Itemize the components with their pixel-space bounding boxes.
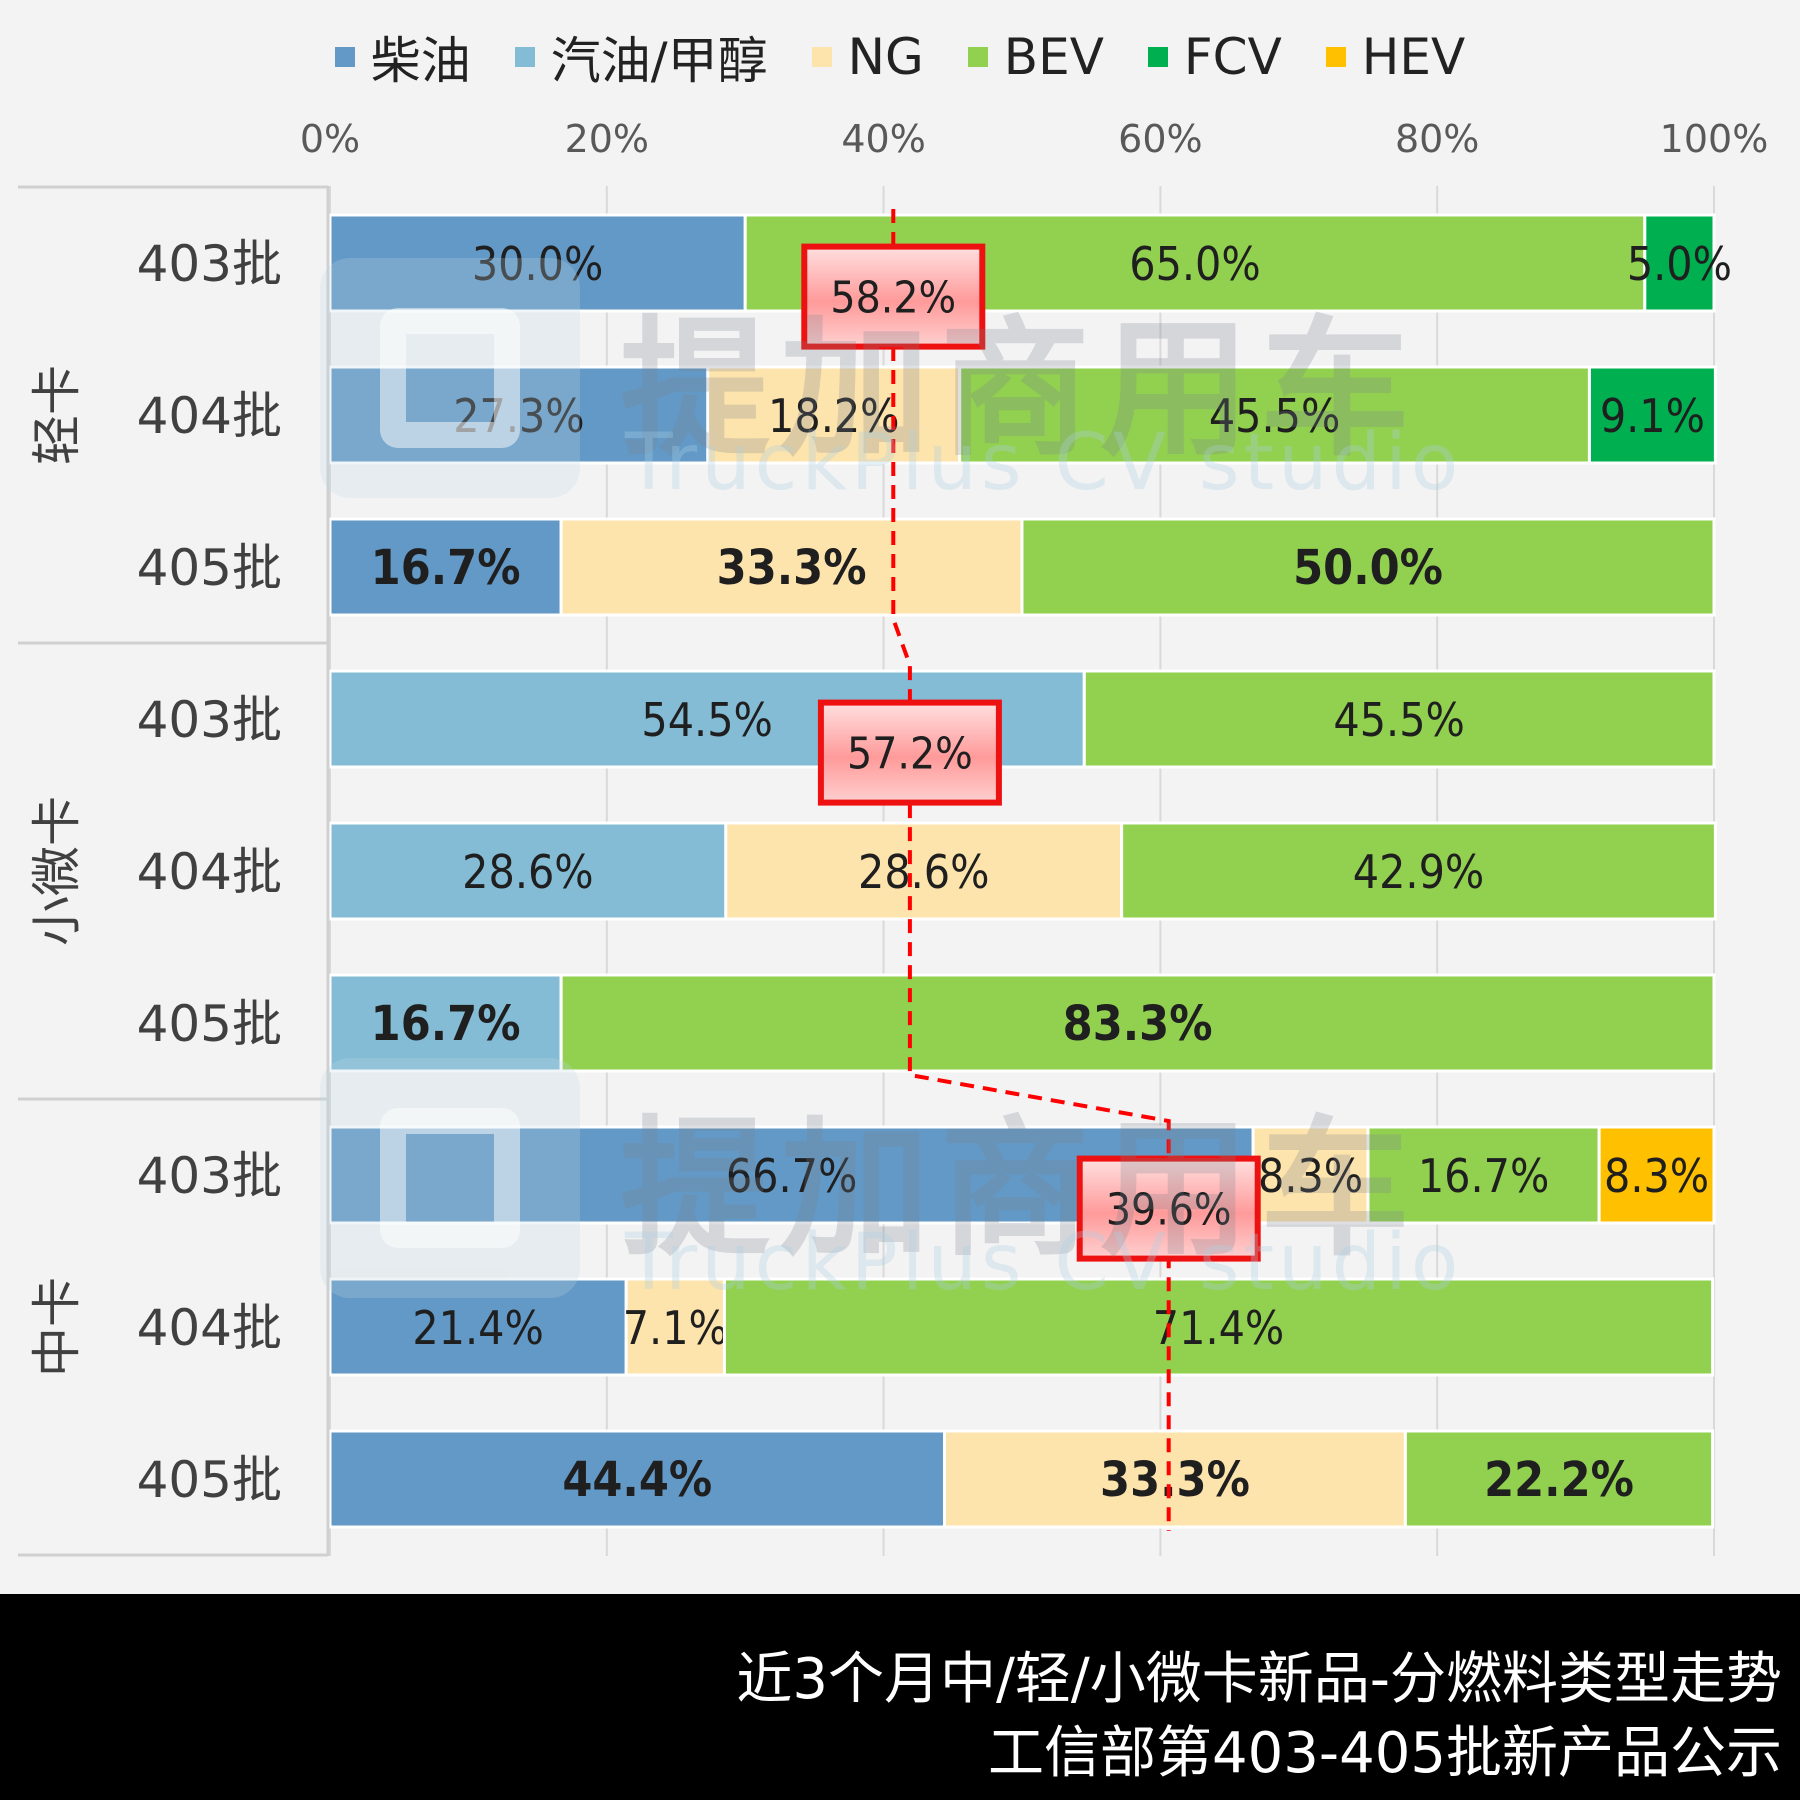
annotation-box bbox=[801, 243, 986, 350]
legend-label: 柴油 bbox=[370, 32, 471, 90]
legend-swatch bbox=[1147, 47, 1168, 67]
bar-segment bbox=[1082, 669, 1716, 769]
group-label: 轻卡 bbox=[28, 365, 86, 465]
legend-item: BEV bbox=[967, 28, 1104, 86]
legend-item: HEV bbox=[1325, 28, 1466, 86]
row-label: 404批 bbox=[137, 843, 282, 901]
legend-label: FCV bbox=[1183, 28, 1282, 86]
row-label: 405批 bbox=[137, 539, 282, 597]
bar-segment bbox=[1643, 213, 1716, 313]
bar-segment bbox=[706, 365, 962, 465]
bar-segment bbox=[1120, 821, 1717, 921]
bar-segment bbox=[1251, 1125, 1370, 1225]
bar-segment bbox=[958, 365, 1591, 465]
bar-segment bbox=[328, 213, 747, 313]
annotation-label: 57.2% bbox=[847, 729, 973, 780]
bar-segment bbox=[722, 1277, 1715, 1377]
row-label: 404批 bbox=[137, 1299, 282, 1357]
row-label: 404批 bbox=[137, 387, 282, 445]
bar-data-label: 33.3% bbox=[1100, 1452, 1250, 1508]
row-label: 405批 bbox=[137, 1451, 282, 1509]
bar-data-label: 21.4% bbox=[412, 1301, 543, 1355]
legend-label: NG bbox=[847, 28, 924, 86]
bar-data-label: 8.3% bbox=[1258, 1149, 1363, 1203]
legend-item: NG bbox=[811, 28, 924, 86]
bar-data-label: 16.7% bbox=[371, 996, 521, 1052]
annotation-label: 58.2% bbox=[830, 273, 956, 324]
legend-label: HEV bbox=[1361, 28, 1466, 86]
bar-segment bbox=[559, 517, 1024, 617]
bar-data-label: 30.0% bbox=[472, 237, 603, 291]
bar-segment bbox=[328, 821, 728, 921]
row-label: 403批 bbox=[137, 691, 282, 749]
caption-footer: 近3个月中/轻/小微卡新品-分燃料类型走势 工信部第403-405批新产品公示 bbox=[0, 1594, 1800, 1800]
bar-segment bbox=[1597, 1125, 1716, 1225]
annotation-label: 39.6% bbox=[1106, 1185, 1232, 1236]
bar-segment bbox=[328, 1277, 628, 1377]
bar-data-label: 45.5% bbox=[1209, 389, 1340, 443]
bar-data-label: 16.7% bbox=[1418, 1149, 1549, 1203]
bar-segment bbox=[1403, 1429, 1715, 1529]
bar-data-label: 44.4% bbox=[562, 1452, 712, 1508]
group-label: 小微卡 bbox=[28, 796, 86, 946]
bar-data-label: 28.6% bbox=[462, 845, 593, 899]
bar-data-label: 27.3% bbox=[453, 389, 584, 443]
legend-swatch bbox=[967, 47, 988, 67]
x-tick-label: 40% bbox=[841, 117, 925, 161]
bar-data-label: 33.3% bbox=[717, 540, 867, 596]
bar-data-label: 83.3% bbox=[1063, 996, 1213, 1052]
legend-item: 汽油/甲醇 bbox=[514, 21, 768, 93]
bar-data-label: 65.0% bbox=[1129, 237, 1260, 291]
bar-segment bbox=[1366, 1125, 1601, 1225]
row-label: 405批 bbox=[137, 995, 282, 1053]
x-tick-label: 100% bbox=[1660, 117, 1769, 161]
bar-data-label: 16.7% bbox=[371, 540, 521, 596]
bar-segment bbox=[624, 1277, 726, 1377]
x-tick-label: 0% bbox=[300, 117, 360, 161]
bar-segment bbox=[328, 1429, 946, 1529]
bar-segment bbox=[724, 821, 1124, 921]
group-label: 中卡 bbox=[28, 1277, 86, 1377]
row-label: 403批 bbox=[137, 1147, 282, 1205]
bar-data-label: 8.3% bbox=[1604, 1149, 1709, 1203]
bar-segment bbox=[559, 973, 1716, 1073]
bar-segment bbox=[942, 1429, 1407, 1529]
bar-data-label: 7.1% bbox=[623, 1301, 728, 1355]
caption-title: 近3个月中/轻/小微卡新品-分燃料类型走势 bbox=[736, 1647, 1782, 1712]
bar-segment bbox=[328, 517, 563, 617]
legend-item: FCV bbox=[1147, 28, 1282, 86]
bar-data-label: 66.7% bbox=[726, 1149, 857, 1203]
bar-data-label: 50.0% bbox=[1293, 540, 1443, 596]
x-tick-label: 80% bbox=[1395, 117, 1479, 161]
legend-swatch bbox=[1325, 47, 1346, 67]
x-tick-label: 60% bbox=[1118, 117, 1202, 161]
chart-plot: 0% 20% 40% 60% 80% 100% 403批 30.0% 65.0% 5.0% 404批… bbox=[18, 117, 1769, 1557]
bar-segment bbox=[1020, 517, 1716, 617]
annotation-box bbox=[817, 699, 1002, 806]
bar-data-label: 18.2% bbox=[768, 389, 899, 443]
legend-swatch bbox=[514, 47, 535, 67]
legend-label: BEV bbox=[1003, 28, 1104, 86]
bar-data-label: 45.5% bbox=[1333, 693, 1464, 747]
legend-item: 柴油 bbox=[334, 21, 471, 93]
bar-data-label: 9.1% bbox=[1600, 389, 1705, 443]
legend-swatch bbox=[334, 47, 355, 67]
annotation-box bbox=[1076, 1155, 1261, 1262]
row-label: 403批 bbox=[137, 235, 282, 293]
legend-label: 汽油/甲醇 bbox=[550, 32, 768, 90]
bar-data-label: 22.2% bbox=[1484, 1452, 1634, 1508]
bar-data-label: 5.0% bbox=[1627, 237, 1732, 291]
bar-data-label: 42.9% bbox=[1353, 845, 1484, 899]
bar-segment bbox=[328, 973, 563, 1073]
x-tick-label: 20% bbox=[565, 117, 649, 161]
bar-data-label: 28.6% bbox=[858, 845, 989, 899]
bar-segment bbox=[1587, 365, 1717, 465]
bar-data-label: 54.5% bbox=[641, 693, 772, 747]
bar-data-label: 71.4% bbox=[1153, 1301, 1284, 1355]
legend-swatch bbox=[811, 47, 832, 67]
chart-legend: 柴油 汽油/甲醇 NG BEV FCV HEV bbox=[0, 22, 1800, 92]
caption-subtitle: 工信部第403-405批新产品公示 bbox=[988, 1721, 1782, 1786]
